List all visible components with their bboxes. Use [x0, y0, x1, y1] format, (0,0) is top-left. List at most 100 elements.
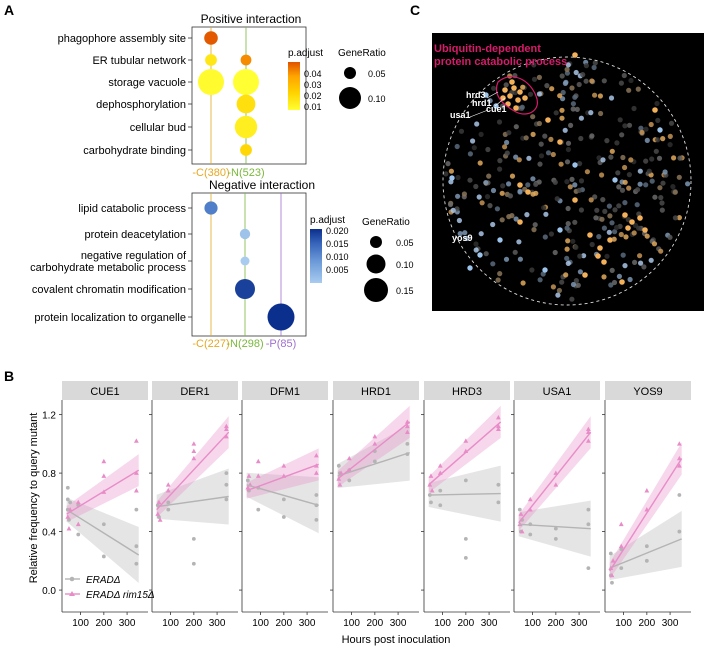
embedding-point: [565, 260, 571, 266]
embedding-point: [516, 239, 522, 245]
facet-yos9: YOS9 100 200 300: [602, 381, 691, 629]
erad-point: [281, 515, 286, 519]
positive-padj-tick: 0.04: [304, 69, 322, 79]
embedding-point: [597, 93, 604, 99]
rim-point: [133, 438, 139, 443]
positive-interaction-panel: Positive interaction phagophore assembly…: [58, 12, 387, 179]
embedding-blue-point: [467, 265, 473, 271]
embedding-point: [620, 252, 626, 258]
embedding-highlight-point: [642, 227, 648, 233]
embedding-point: [512, 249, 518, 255]
embedding-point: [601, 78, 607, 84]
embedding-point: [558, 161, 564, 167]
embedding-point: [637, 181, 643, 187]
erad-point: [463, 478, 468, 483]
embedding-highlight-point: [500, 95, 506, 101]
rim-confidence-band: [428, 405, 501, 493]
erad-trend-line: [156, 495, 229, 508]
embedding-point: [622, 263, 628, 269]
embedding-point: [662, 169, 668, 175]
legend-rim-marker: [69, 591, 75, 596]
embedding-point: [564, 225, 570, 231]
cluster-label-line1: Ubiquitin-dependent: [434, 43, 541, 55]
embedding-point: [622, 200, 628, 206]
embedding-point: [520, 280, 526, 286]
facet-hrd1: HRD1 100 200 300: [330, 381, 419, 629]
embedding-point: [637, 168, 643, 174]
negative-group-labels: -C(227)-N(298) -P(85): [192, 338, 296, 350]
rim-point: [75, 521, 81, 527]
positive-padj-tick: 0.03: [304, 80, 322, 90]
embedding-point: [531, 76, 538, 82]
rim-point: [65, 514, 71, 519]
embedding-point: [609, 220, 615, 226]
embedding-point: [545, 150, 552, 156]
embedding-point: [656, 155, 663, 161]
gene-label-cue1: cue1: [486, 104, 507, 114]
erad-point: [586, 507, 591, 512]
embedding-point: [524, 212, 530, 218]
embedding-point: [589, 133, 595, 139]
embedding-point: [599, 172, 605, 178]
embedding-point: [531, 227, 537, 233]
embedding-point: [631, 105, 637, 112]
embedding-point: [565, 205, 571, 212]
erad-trend-line: [428, 492, 501, 496]
rim-point: [223, 433, 229, 439]
facet-x-tick-label: 200: [185, 618, 202, 629]
embedding-point: [497, 166, 503, 172]
negative-term-label: lipid catabolic process: [78, 203, 186, 215]
erad-point: [586, 522, 591, 527]
rim-point: [165, 482, 171, 487]
embedding-point: [548, 231, 555, 237]
embedding-point: [634, 202, 640, 208]
embedding-point: [509, 173, 516, 179]
embedding-highlight-point: [607, 237, 613, 243]
erad-point: [224, 497, 229, 502]
embedding-point: [627, 276, 633, 283]
embedding-point: [596, 234, 602, 240]
embedding-point: [503, 256, 510, 262]
embedding-point: [671, 155, 677, 161]
erad-trend-line: [66, 509, 140, 556]
embedding-point: [570, 101, 577, 107]
embedding-point: [557, 93, 563, 99]
positive-dot: [240, 54, 252, 66]
negative-padj-tick: 0.010: [326, 252, 349, 262]
erad-point: [372, 459, 377, 464]
embedding-point: [503, 82, 509, 88]
facet-x-tick-label: 300: [390, 618, 407, 629]
embedding-point: [520, 84, 526, 90]
rim-point: [255, 473, 261, 478]
embedding-point: [618, 231, 624, 238]
embedding-point: [609, 267, 615, 273]
rim-point: [644, 488, 650, 493]
positive-padj-ticks: 0.040.030.020.01: [304, 69, 322, 112]
rim-point: [101, 458, 107, 464]
rim-confidence-band: [337, 405, 410, 487]
embedding-point: [458, 128, 465, 134]
negative-padj-tick: 0.005: [326, 265, 349, 275]
embedding-point: [614, 224, 620, 231]
facet-x-tick-label: 100: [434, 618, 451, 629]
embedding-point: [564, 179, 570, 185]
erad-point: [336, 463, 341, 468]
rim-point: [428, 473, 434, 478]
embedding-point: [483, 251, 489, 257]
negative-padj-tick: 0.020: [326, 226, 349, 236]
erad-confidence-band: [246, 472, 319, 534]
embedding-point: [594, 207, 600, 213]
embedding-blue-point: [497, 237, 503, 243]
erad-point: [134, 561, 139, 566]
legend-erad-marker: [69, 576, 75, 582]
embedding-point: [652, 194, 658, 200]
embedding-point: [600, 157, 606, 163]
erad-point: [553, 526, 558, 531]
embedding-point: [494, 206, 500, 212]
embedding-point: [554, 196, 560, 202]
embedding-point: [502, 144, 508, 150]
embedding-point: [601, 274, 607, 280]
embedding-point: [638, 125, 644, 131]
embedding-point: [565, 62, 571, 68]
negative-padj-ticks: 0.020 0.015 0.010 0.005: [326, 226, 349, 275]
